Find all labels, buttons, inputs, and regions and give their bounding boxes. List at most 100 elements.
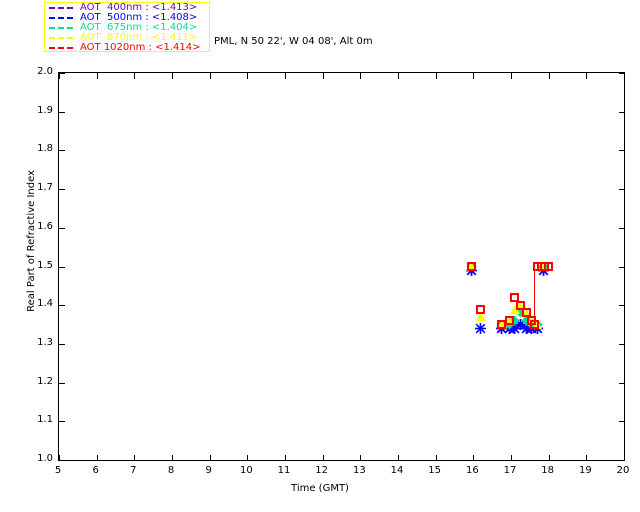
x-tick	[435, 455, 437, 461]
square-marker-icon	[521, 308, 531, 318]
x-tick	[285, 73, 286, 79]
x-tick	[322, 455, 324, 461]
x-tick	[473, 73, 475, 79]
y-tick	[619, 421, 625, 423]
y-tick	[619, 343, 625, 345]
data-point-marker	[466, 262, 476, 271]
legend-dash-icon	[49, 13, 75, 23]
x-tick-label: 17	[503, 465, 517, 476]
y-tick-label: 1.7	[37, 182, 53, 194]
data-point-marker	[466, 262, 477, 271]
x-tick-label: 20	[616, 465, 630, 476]
square-marker-icon	[515, 300, 525, 310]
y-tick	[59, 73, 65, 74]
x-tick-label: 14	[390, 465, 404, 476]
x-tick	[322, 73, 324, 79]
x-tick	[511, 455, 512, 461]
data-point-marker	[515, 300, 526, 310]
x-axis-title: Time (GMT)	[291, 483, 349, 494]
data-point-marker	[510, 292, 520, 302]
y-tick	[59, 111, 65, 113]
legend-label: AOT 1020nm : <1.414>	[80, 42, 201, 53]
x-tick-label: 19	[578, 465, 592, 476]
x-tick	[586, 73, 588, 79]
y-tick	[59, 150, 65, 152]
x-tick	[59, 73, 60, 79]
y-tick	[59, 227, 65, 229]
x-tick-label: 13	[352, 465, 366, 476]
legend-dash-icon	[49, 3, 75, 13]
data-point-marker	[515, 300, 525, 310]
y-tick-label: 1.1	[37, 414, 53, 426]
connector-line	[534, 266, 536, 323]
legend-item: AOT 675nm : <1.404>	[45, 23, 209, 33]
square-marker-icon	[544, 262, 554, 271]
data-point-marker	[475, 312, 486, 322]
y-tick	[619, 305, 625, 307]
square-marker-icon	[476, 304, 486, 314]
y-tick-label: 1.2	[37, 375, 53, 387]
data-point-marker	[538, 262, 549, 271]
x-tick	[285, 455, 286, 461]
legend-item: AOT 500nm : <1.408>	[45, 13, 209, 23]
y-tick-label: 1.3	[37, 336, 53, 348]
x-tick-label: 5	[54, 465, 62, 476]
legend-label: AOT 675nm : <1.404>	[80, 22, 198, 33]
y-tick	[619, 189, 625, 191]
x-tick-label: 8	[167, 465, 175, 476]
y-tick-label: 1.0	[37, 453, 53, 464]
x-tick-label: 11	[277, 465, 291, 476]
square-marker-icon	[510, 292, 520, 302]
x-tick-label: 9	[205, 465, 212, 476]
x-tick	[586, 455, 588, 461]
y-tick-label: 1.6	[37, 220, 53, 232]
triangle-marker-icon	[466, 262, 477, 271]
x-tick	[247, 73, 249, 79]
y-tick-label: 1.8	[37, 143, 53, 155]
x-tick	[172, 455, 173, 461]
legend-label: AOT 400nm : <1.413>	[80, 2, 198, 13]
data-point-marker	[475, 323, 487, 335]
x-tick	[435, 73, 437, 79]
x-tick-label: 10	[239, 465, 253, 476]
data-point-marker	[521, 308, 532, 318]
legend-item: AOT 1020nm : <1.414>	[45, 43, 209, 53]
y-tick	[619, 382, 625, 384]
legend-dash-icon	[49, 33, 75, 43]
x-tick	[360, 73, 362, 79]
x-tick-label: 16	[465, 465, 479, 476]
y-tick-label: 1.5	[37, 259, 53, 271]
x-tick	[247, 455, 249, 461]
x-tick	[548, 73, 550, 79]
triangle-marker-icon	[496, 320, 507, 330]
x-tick	[511, 73, 512, 79]
x-tick	[59, 455, 60, 461]
triangle-marker-icon	[515, 300, 526, 310]
legend-label: AOT 500nm : <1.408>	[80, 12, 198, 23]
x-tick-label: 7	[130, 465, 137, 476]
data-point-marker	[509, 315, 520, 326]
y-tick	[59, 305, 65, 307]
x-tick	[134, 455, 136, 461]
y-tick	[619, 227, 625, 229]
triangle-marker-icon	[538, 262, 549, 271]
legend-dash-icon	[49, 23, 75, 33]
triangle-marker-icon	[509, 304, 520, 314]
x-tick	[398, 455, 399, 461]
y-tick	[619, 460, 625, 461]
y-tick	[619, 111, 625, 113]
x-tick	[172, 73, 173, 79]
y-tick	[619, 266, 625, 268]
data-point-marker	[521, 308, 531, 318]
x-tick	[398, 73, 399, 79]
triangle-marker-icon	[504, 316, 515, 326]
triangle-marker-icon	[521, 308, 532, 318]
x-tick	[134, 73, 136, 79]
asterisk-marker-icon	[475, 319, 487, 335]
legend-dash-icon	[49, 43, 75, 53]
data-point-marker	[529, 320, 539, 330]
x-tick	[96, 73, 98, 79]
data-point-marker	[476, 304, 486, 314]
legend-label: AOT 870nm : <1.411>	[80, 32, 198, 43]
y-tick	[619, 73, 625, 74]
